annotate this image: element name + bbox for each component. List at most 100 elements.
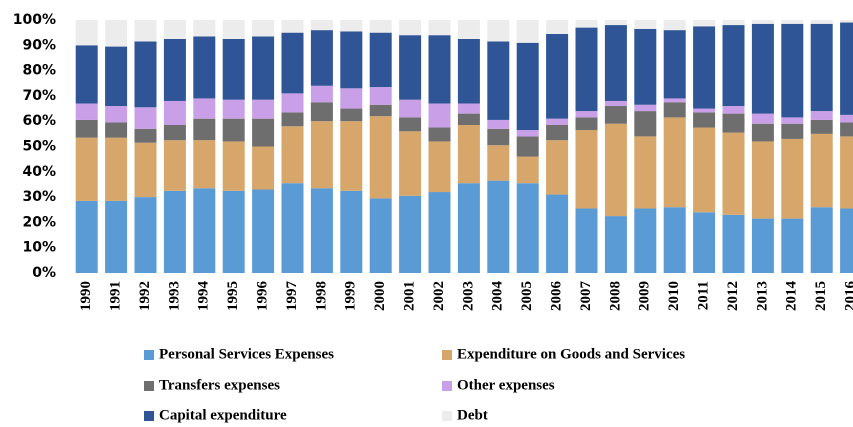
bar-segment	[693, 127, 716, 213]
bar-segment	[252, 36, 275, 100]
bar-segment	[340, 121, 363, 191]
y-tick-label: 20%	[22, 214, 56, 230]
bar-segment	[310, 102, 333, 122]
bar-segment	[134, 41, 157, 108]
x-tick-label: 2014	[784, 281, 800, 312]
bar-segment	[252, 146, 275, 190]
bar-segment	[457, 113, 480, 125]
x-tick-label: 2010	[666, 281, 682, 311]
x-tick-label: 2007	[578, 281, 594, 312]
bar-segment	[105, 46, 128, 107]
bar-segment	[457, 38, 480, 104]
bar-segment	[781, 218, 804, 273]
bar-segment	[810, 119, 833, 134]
y-tick-label: 100%	[13, 12, 56, 28]
bar-segment	[546, 33, 569, 119]
bar-segment	[310, 30, 333, 86]
bar-segment	[193, 98, 216, 119]
bar-segment	[693, 108, 716, 113]
x-tick-label: 2002	[431, 281, 447, 311]
bar-segment	[751, 113, 774, 124]
bar-segment	[516, 20, 539, 43]
bar-segment	[428, 20, 451, 36]
bar-segment	[281, 32, 304, 94]
bar-segment	[840, 122, 853, 137]
bar-segment	[575, 20, 598, 28]
x-tick-label: 1991	[108, 281, 124, 311]
bar-segment	[722, 106, 745, 114]
bar-segment	[516, 156, 539, 184]
bar-segment	[751, 20, 774, 24]
bar-segment	[751, 218, 774, 273]
bar-segment	[810, 23, 833, 112]
bar-segment	[193, 140, 216, 189]
bar-segment	[604, 100, 627, 107]
x-tick-label: 1999	[343, 281, 359, 311]
bar-segment	[105, 200, 128, 273]
bar-segment	[193, 20, 216, 37]
bar-segment	[75, 20, 98, 46]
bar-segment	[340, 20, 363, 32]
bar-segment	[575, 208, 598, 273]
bar-segment	[516, 136, 539, 157]
bar-segment	[193, 36, 216, 99]
x-tick-label: 2016	[843, 281, 853, 312]
bar-segment	[369, 104, 392, 117]
bar-segment	[428, 192, 451, 273]
bar-segment	[163, 190, 186, 273]
legend-label: Debt	[457, 407, 488, 423]
bar-segment	[428, 141, 451, 193]
bar-segment	[840, 208, 853, 273]
bar-segment	[722, 25, 745, 107]
bar-segment	[340, 190, 363, 273]
legend-swatch	[144, 381, 154, 391]
bar-segment	[546, 20, 569, 34]
bar-segment	[516, 130, 539, 137]
bar-segment	[634, 20, 657, 29]
x-tick-label: 2005	[519, 281, 535, 311]
bar-segment	[487, 180, 510, 273]
bar-segment	[810, 111, 833, 120]
bar-segment	[399, 35, 422, 100]
bar-segment	[575, 27, 598, 112]
x-tick-label: 2011	[696, 281, 712, 310]
bar-segment	[781, 20, 804, 24]
legend-label: Transfers expenses	[159, 377, 280, 393]
bar-segment	[281, 93, 304, 113]
bar-segment	[634, 208, 657, 273]
x-tick-label: 2008	[607, 281, 623, 311]
x-tick-label: 2013	[754, 281, 770, 311]
bar-segment	[663, 102, 686, 118]
bar-segment	[604, 25, 627, 101]
y-tick-label: 70%	[22, 88, 56, 104]
bar-segment	[399, 195, 422, 273]
bar-segment	[105, 122, 128, 138]
bar-segment	[487, 20, 510, 42]
bar-segment	[457, 103, 480, 114]
legend-label: Other expenses	[457, 377, 555, 393]
x-tick-label: 1995	[225, 281, 241, 311]
bar-segment	[634, 104, 657, 112]
x-tick-label: 1992	[137, 281, 153, 311]
bar-segment	[840, 22, 853, 115]
bar-segment	[105, 137, 128, 201]
x-tick-label: 1994	[196, 281, 212, 312]
bar-segment	[781, 23, 804, 118]
bar-segment	[457, 124, 480, 184]
bar-segment	[634, 111, 657, 137]
bar-segment	[134, 107, 157, 129]
bar-segment	[840, 114, 853, 123]
bar-segment	[546, 140, 569, 195]
legend-label: Personal Services Expenses	[159, 346, 334, 362]
bar-segment	[663, 20, 686, 31]
bar-segment	[487, 119, 510, 129]
bar-segment	[575, 117, 598, 131]
bar-segment	[663, 117, 686, 208]
x-tick-label: 1998	[313, 281, 329, 311]
bar-segment	[604, 20, 627, 26]
bar-segment	[840, 136, 853, 209]
bar-segment	[399, 20, 422, 36]
bar-segment	[751, 141, 774, 219]
bar-segment	[487, 41, 510, 120]
bar-segment	[222, 20, 245, 39]
